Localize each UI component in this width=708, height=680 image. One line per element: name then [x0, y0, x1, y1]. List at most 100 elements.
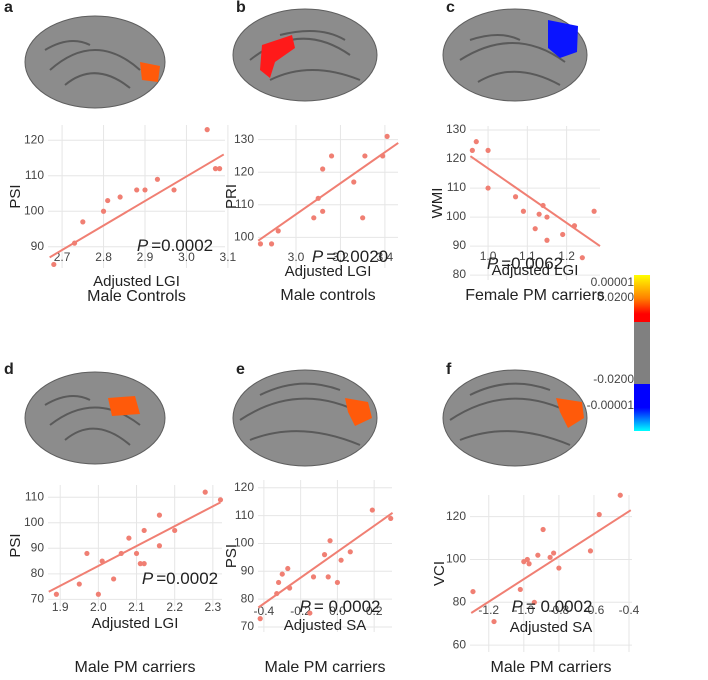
point	[526, 561, 532, 567]
annotation-symbol: P	[487, 254, 499, 273]
point	[118, 550, 124, 557]
y-tick-label: 70	[31, 592, 45, 606]
point	[347, 549, 353, 555]
point	[388, 515, 394, 522]
x-tick-label: -0.4	[619, 603, 640, 617]
y-tick-label: 130	[446, 122, 466, 136]
point	[310, 574, 317, 580]
point	[268, 241, 275, 247]
point	[517, 586, 523, 593]
x-tick-label: -0.2	[290, 604, 311, 618]
point	[535, 552, 541, 558]
x-axis-label: Adjusted LGI	[93, 273, 180, 290]
point	[315, 195, 321, 201]
point	[275, 579, 282, 586]
x-tick-label: 2.2	[166, 600, 183, 614]
point	[134, 187, 140, 193]
annotation-value: =0.0002	[156, 569, 218, 588]
point	[551, 550, 557, 556]
y-tick-label: 100	[234, 536, 254, 550]
point	[362, 153, 368, 159]
point	[275, 228, 281, 234]
x-tick-label: -0.8	[549, 603, 570, 617]
trend-line	[257, 142, 399, 242]
point	[279, 571, 285, 577]
panel-title: Male PM carriers	[75, 659, 196, 676]
point	[369, 507, 375, 513]
y-tick-label: 80	[241, 591, 255, 605]
point	[491, 618, 497, 625]
x-tick-label: 3.1	[220, 250, 237, 264]
point	[512, 194, 519, 200]
colorbar	[634, 275, 650, 431]
y-tick-label: 90	[241, 563, 255, 577]
point	[524, 556, 530, 563]
point	[257, 616, 263, 622]
point	[141, 561, 147, 567]
point	[485, 185, 491, 191]
point	[80, 219, 86, 225]
y-tick-label: 80	[453, 267, 467, 281]
x-tick-label: 1.2	[558, 249, 575, 263]
point	[212, 166, 219, 172]
trend-line	[470, 509, 632, 614]
point	[154, 176, 161, 182]
colorbar-label: 0.0200	[597, 290, 634, 304]
point	[536, 211, 542, 217]
annotation: P =0.0020	[312, 247, 388, 266]
panel-letter: e	[236, 361, 245, 378]
x-tick-label: 2.8	[95, 250, 112, 264]
x-tick-label: 3.4	[377, 250, 394, 264]
x-axis-label: Adjusted LGI	[285, 263, 372, 280]
panel-title: Male PM carriers	[265, 659, 386, 676]
y-tick-label: 60	[453, 637, 467, 651]
panel-letter: b	[236, 0, 246, 16]
point	[141, 527, 147, 534]
y-axis-label: PSI	[7, 184, 24, 208]
y-tick-label: 110	[235, 197, 254, 211]
panel-title: Male controls	[280, 287, 375, 304]
point	[307, 610, 313, 616]
point	[202, 489, 208, 495]
y-tick-label: 110	[447, 180, 466, 194]
point	[156, 512, 163, 518]
x-axis-label: Adjusted SA	[510, 619, 593, 636]
x-tick-label: -1.0	[513, 603, 534, 617]
point	[473, 139, 479, 145]
point	[84, 550, 90, 557]
point	[327, 538, 333, 544]
y-tick-label: 130	[234, 132, 254, 146]
point	[540, 202, 546, 209]
point	[328, 153, 335, 159]
panel-letter: d	[4, 361, 14, 378]
point	[126, 535, 132, 541]
x-tick-label: 0.0	[329, 604, 346, 618]
x-tick-label: 2.0	[90, 600, 107, 614]
y-tick-label: 90	[31, 239, 45, 253]
y-tick-label: 120	[446, 151, 466, 165]
x-tick-label: 3.2	[332, 250, 349, 264]
y-axis-label: WMI	[429, 188, 446, 219]
panel-title: Male PM carriers	[491, 659, 612, 676]
point	[53, 591, 59, 597]
point	[360, 215, 366, 221]
x-tick-label: 2.9	[137, 250, 154, 264]
point	[137, 561, 143, 567]
x-tick-label: 1.1	[519, 249, 536, 263]
point	[591, 208, 597, 214]
y-tick-label: 90	[31, 540, 45, 554]
point	[351, 179, 357, 185]
point	[287, 585, 293, 591]
point	[556, 565, 562, 571]
point	[485, 147, 491, 153]
point	[51, 261, 57, 268]
y-tick-label: 80	[453, 594, 467, 608]
point	[617, 492, 623, 498]
point	[71, 240, 78, 246]
x-tick-label: 2.7	[54, 250, 71, 264]
annotation-value: = 0.0002	[314, 597, 381, 616]
y-tick-label: 100	[24, 515, 44, 529]
trend-line	[469, 155, 601, 247]
point	[469, 147, 475, 153]
